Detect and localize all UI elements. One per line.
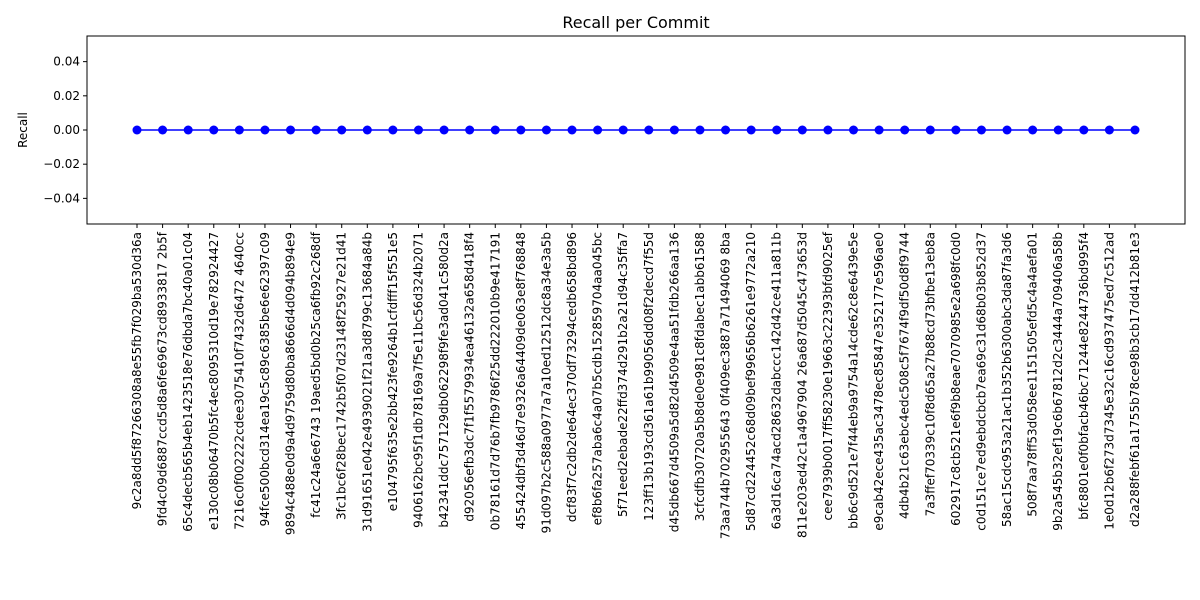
x-tick-label: 455424dbf3d46d7e9326a64409de063e8f768848 [514,232,528,529]
data-point [439,125,449,135]
data-point [132,125,142,135]
data-point [618,125,628,135]
data-point [925,125,935,135]
y-axis-label: Recall [16,112,30,148]
x-tick-label: 1e0d12b6f273d7345e32c16cd937475ed7c512ad [1102,232,1116,530]
data-point [567,125,577,135]
data-point [823,125,833,135]
data-point [516,125,526,135]
x-tick-label: e130c08b06470b5fc4ec8095310d19e782924427 [207,232,221,530]
x-tick-label: ef8b6fa257aba6c4a07b5cdb152859704aa045bc [591,232,605,525]
x-tick-label: 5d87cd224452c68d09bef99656b6261e9772a210 [744,232,758,531]
y-tick-label: 0.04 [53,55,80,69]
x-tick-label: 9c2a8dd5f87266308a8e55fb7f029ba530d36a [130,232,144,509]
y-tick-label: 0.00 [53,123,80,137]
recall-series [132,125,1140,135]
data-point [746,125,756,135]
x-axis: 9c2a8dd5f87266308a8e55fb7f029ba530d36a 9f… [130,224,1142,539]
data-point [951,125,961,135]
x-tick-label: d45db667d4509a5d82d4509e4aa51fdb266aa136 [667,232,681,532]
data-point [772,125,782,135]
x-tick-label: 9fd4c09d6887ccd5d8a6fe69673cd8933817 2b5… [156,231,170,526]
x-tick-label: 0b78161d7d76b7fb9786f25dd222010b9e417191 [488,232,502,530]
data-point [874,125,884,135]
x-tick-label: e104795f635e2bb423fe9264b1cfdfff15f551e5 [386,232,400,511]
chart-title: Recall per Commit [562,13,709,32]
x-tick-label: dcf83f7c2db2de64ec370df73294cedb658bd896 [565,232,579,522]
data-point [593,125,603,135]
data-point [541,125,551,135]
x-tick-label: 5f71eed2ebade22ffd374d291b2a21d94c35ffa7 [616,232,630,517]
x-tick-label: c0d151ce7ed9ebdcbcb7ea69c31d68b03b852d37 [974,232,988,531]
data-point [1028,125,1038,135]
x-tick-label: 4db4b21c63ebc4edc508c5f7674f9df50d8f9744 [898,232,912,519]
data-point [1104,125,1114,135]
x-tick-label: 31d91651e042e4939021f21a3d8799c13684a84b [360,232,374,532]
x-tick-label: 9894c488e0d9a4d9759d80ba8666d4d094b894e9 [284,232,298,535]
x-tick-label: 3cfcdfb30720a5b8de0e981c8fdabec1abb61588 [693,232,707,521]
data-point [362,125,372,135]
y-tick-label: −0.02 [43,157,80,171]
data-point [695,125,705,135]
x-tick-label: 65c4decb565b4eb1423518e76dbda7bc40a01c04 [181,232,195,532]
data-point [286,125,296,135]
x-tick-label: d2a288febf61a1755b78ce98b3cb17dd412b81e3 [1128,232,1142,527]
data-point [1130,125,1140,135]
x-tick-label: 7216c0f002222cdee3075410f7432d6472 4640c… [232,232,246,530]
x-tick-label: 7a3ffef70339c10f8d65a27b88cd73bfbe13eb8a [923,232,937,516]
x-tick-label: 508f7aa78ff53d058ee1151505efd5c4a4aefa01 [1026,232,1040,517]
data-point [644,125,654,135]
x-tick-label: 9b2a545b32ef19c6b67812d2c3444a709406a58b [1051,232,1065,531]
data-point [183,125,193,135]
data-point [465,125,475,135]
x-tick-label: bb6c9d521e7f44eb9a9754a14cde62c8e6439e5e [847,232,861,529]
x-tick-label: 9406162bc95f1db78169a7f5e11bc56d324b2071 [411,232,425,528]
data-point [158,125,168,135]
data-point [976,125,986,135]
y-tick-label: 0.02 [53,89,80,103]
data-point [337,125,347,135]
x-tick-label: 6a3d16ca74acd28632dabccc142d42ce411a811b [770,232,784,529]
x-tick-label: 94fce500bcd314ea19c5c89c6385be6e62397c09 [258,232,272,526]
x-tick-label: bfc8801e0f0bfacb46bc71244e8244736bd995f4 [1077,232,1091,520]
data-point [900,125,910,135]
data-point [388,125,398,135]
data-point [1079,125,1089,135]
y-tick-label: −0.04 [43,191,80,205]
x-tick-label: 3fc1bc6f28bec1742b5f07d23148f25927e21d41 [335,232,349,520]
x-tick-label: 91d097b2c588a0977a7a10ed12512dc8a34e3a5b [539,232,553,533]
data-point [260,125,270,135]
x-tick-label: 811e203ed42c1a4967904 26a687d5045c473653… [795,232,809,538]
data-point [721,125,731,135]
x-tick-label: cee7939b0017ff58230e19663c22393bfd9025ef [821,231,835,520]
x-tick-label: 73aa744b702955643 0f409ec3887a71494069 8… [719,232,733,539]
data-point [234,125,244,135]
data-point [209,125,219,135]
data-point [797,125,807,135]
x-tick-label: 123ff13b193cd361a61b99056dd08f2decd7f55d [642,232,656,521]
data-point [669,125,679,135]
x-tick-label: b42341ddc757129db062298f9fe3ad041c580d2a [437,232,451,528]
x-tick-label: 602917c8cb521e6f9b8eae7070985e2a698fc0d0 [949,232,963,526]
data-point [849,125,859,135]
data-point [490,125,500,135]
data-point [1053,125,1063,135]
x-tick-label: 58ac15cdc953a21ac1b352b6300abc3da87fa3d6 [1000,232,1014,527]
x-tick-label: fc41c24a6e6743 19aed5bd0b25ca6fb92c268df [309,231,323,518]
x-tick-label: d92056efb3dc7f1f5579934ea46132a658d418f4 [463,232,477,522]
data-point [413,125,423,135]
y-axis: −0.04 −0.02 0.00 0.02 0.04 [43,55,87,205]
data-point [311,125,321,135]
data-point [1002,125,1012,135]
x-tick-label: e9cab42ece435ac3478ec85847e352177e596ae0 [872,232,886,531]
